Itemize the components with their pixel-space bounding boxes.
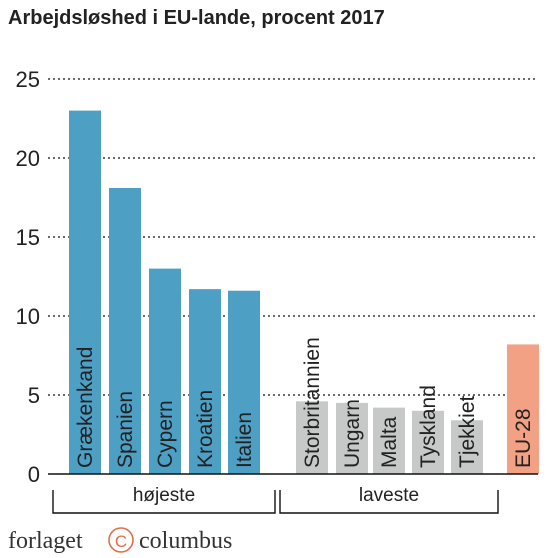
bar [149,268,181,474]
copyright-circle-icon [108,527,134,553]
category-label: Kroatien [194,390,217,468]
category-label: Grækenkand [74,347,97,468]
category-label: Storbritannien [301,337,324,468]
bar [451,420,483,474]
logo-mark: C [115,532,127,551]
y-tick-label: 10 [16,304,40,329]
y-tick-label: 15 [16,225,40,250]
bar [336,402,368,474]
category-label: EU-28 [512,408,535,468]
bar [373,407,405,474]
category-label: Tjekkiet [456,395,479,468]
bar [109,188,141,474]
logo-text-left: forlaget [8,528,83,554]
category-label: Cypern [154,400,177,468]
category-label: Malta [378,416,401,468]
bar [412,410,444,474]
publisher-logo: forlaget C columbus [8,527,232,554]
chart-title: Arbejdsløshed i EU-lande, procent 2017 [8,7,385,29]
category-label: Ungarn [341,399,364,468]
y-tick-label: 25 [16,67,40,92]
category-label: Spanien [114,391,137,468]
y-tick-label: 0 [28,462,40,487]
bar [507,344,539,474]
bar [69,110,101,474]
y-tick-label: 5 [28,383,40,408]
group-bracket [279,490,499,514]
y-tick-label: 20 [16,146,40,171]
group-bracket [52,490,276,514]
bar [189,289,221,474]
group-label: højeste [133,485,195,506]
group-brackets: højeste laveste [52,485,499,514]
category-label: Italien [233,412,256,468]
y-axis-ticks: 0 5 10 15 20 25 [16,67,40,487]
logo-text-right: columbus [139,528,232,554]
bars: Grækenkand Spanien Cypern Kroatien Italien St… [69,110,539,474]
group-label: laveste [359,485,419,506]
category-label: Tyskland [417,385,440,468]
bar [228,290,260,474]
bar [296,401,328,474]
